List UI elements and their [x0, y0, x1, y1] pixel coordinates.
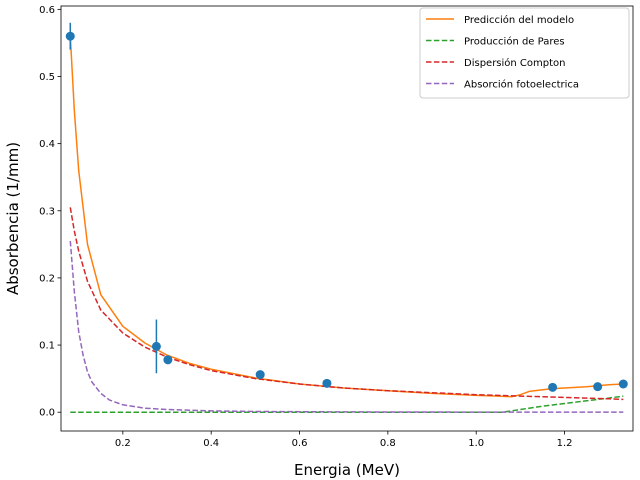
x-tick-label: 1.0	[468, 438, 484, 449]
data-point	[255, 370, 265, 380]
y-tick-label: 0.1	[39, 341, 55, 352]
y-tick-label: 0.4	[39, 139, 55, 150]
series-line-produccion-de-pares	[70, 395, 624, 413]
plot-area	[65, 22, 628, 413]
x-tick-label: 0.4	[203, 438, 219, 449]
y-tick-label: 0.5	[39, 72, 55, 83]
data-point	[151, 341, 161, 351]
legend-label-absorcion-fotoelectrica: Absorción fotoelectrica	[464, 79, 579, 91]
x-tick-label: 0.6	[292, 438, 308, 449]
data-point	[618, 379, 628, 389]
plot-frame	[60, 5, 634, 432]
legend-label-dispersion-compton: Dispersión Compton	[464, 57, 566, 69]
data-point	[163, 355, 173, 365]
data-point	[593, 382, 603, 392]
legend-label-prediccion-del-modelo: Predicción del modelo	[464, 14, 574, 26]
series-line-absorcion-fotoelectrica	[69, 240, 624, 413]
x-tick-label: 1.2	[557, 438, 573, 449]
data-point	[548, 382, 558, 392]
x-tick-label: 0.8	[380, 438, 396, 449]
axes-ticks: 0.2 0.4 0.6 0.8 1.0 1.2 0.0 0.1 0.2 0.3 0.4 0.5 0.6	[39, 5, 572, 449]
y-axis-label: Absorbencia (1/mm)	[4, 142, 22, 295]
x-tick-label: 0.2	[115, 438, 131, 449]
x-axis-label: Energia (MeV)	[294, 461, 400, 479]
y-tick-label: 0.2	[39, 273, 55, 284]
y-tick-label: 0.6	[39, 5, 55, 16]
legend-label-produccion-de-pares: Producción de Pares	[464, 36, 565, 48]
legend-box	[419, 7, 630, 99]
legend: Predicción del modelo Producción de Pares…	[419, 7, 630, 99]
data-point	[65, 31, 75, 41]
data-point	[322, 378, 332, 388]
y-tick-label: 0.0	[39, 408, 55, 419]
y-tick-label: 0.3	[39, 206, 55, 217]
series-line-dispersion-compton	[69, 207, 624, 401]
